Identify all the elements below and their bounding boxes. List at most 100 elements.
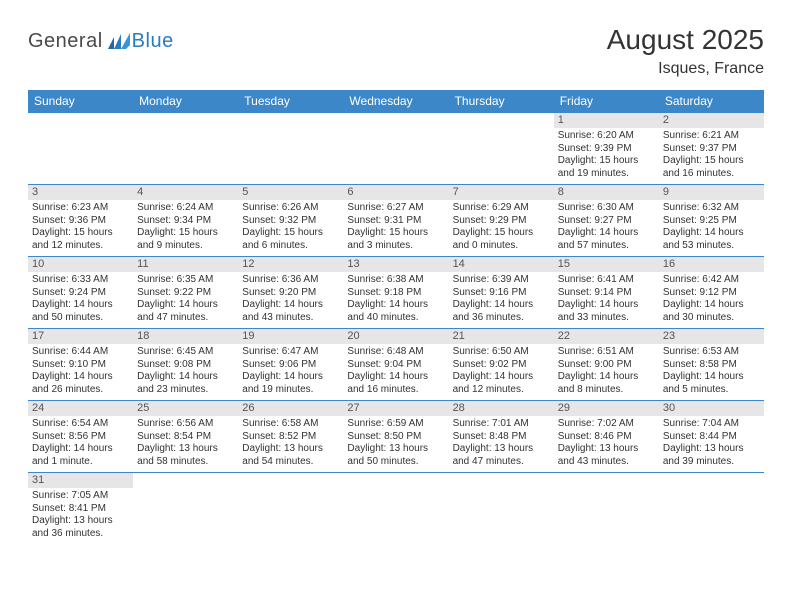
day-number: 5 xyxy=(238,185,343,200)
day-info-line: Sunrise: 6:39 AM xyxy=(453,274,550,287)
day-info-line: and 43 minutes. xyxy=(558,456,655,469)
day-info: Sunrise: 6:50 AMSunset: 9:02 PMDaylight:… xyxy=(453,346,550,396)
day-info: Sunrise: 7:02 AMSunset: 8:46 PMDaylight:… xyxy=(558,418,655,468)
day-info: Sunrise: 6:20 AMSunset: 9:39 PMDaylight:… xyxy=(558,130,655,180)
day-info-line: and 1 minute. xyxy=(32,456,129,469)
day-info-line: Sunrise: 6:56 AM xyxy=(137,418,234,431)
day-info-line: and 50 minutes. xyxy=(347,456,444,469)
calendar-cell xyxy=(554,473,659,545)
day-number: 26 xyxy=(238,401,343,416)
day-info-line: Sunset: 9:06 PM xyxy=(242,359,339,372)
calendar-cell: 1 Sunrise: 6:20 AMSunset: 9:39 PMDaylight… xyxy=(554,113,659,185)
calendar-cell: 28Sunrise: 7:01 AMSunset: 8:48 PMDayligh… xyxy=(449,401,554,473)
calendar-cell: 20Sunrise: 6:48 AMSunset: 9:04 PMDayligh… xyxy=(343,329,448,401)
calendar-cell xyxy=(133,113,238,185)
day-number: 4 xyxy=(133,185,238,200)
day-info-line: and 9 minutes. xyxy=(137,240,234,253)
day-info-line: and 43 minutes. xyxy=(242,312,339,325)
day-info-line: Sunset: 9:22 PM xyxy=(137,287,234,300)
day-info-line: Sunset: 9:10 PM xyxy=(32,359,129,372)
brand-part1: General xyxy=(28,30,103,53)
day-info-line: Sunrise: 6:47 AM xyxy=(242,346,339,359)
calendar-cell xyxy=(343,113,448,185)
day-number: 9 xyxy=(659,185,764,200)
calendar-cell xyxy=(238,113,343,185)
day-info-line: Sunset: 9:24 PM xyxy=(32,287,129,300)
calendar-cell: 4Sunrise: 6:24 AMSunset: 9:34 PMDaylight… xyxy=(133,185,238,257)
day-info-line: and 26 minutes. xyxy=(32,384,129,397)
weekday-header: Saturday xyxy=(659,90,764,113)
day-info-line: Sunrise: 7:01 AM xyxy=(453,418,550,431)
month-title: August 2025 xyxy=(607,24,764,56)
day-number: 21 xyxy=(449,329,554,344)
weekday-header: Wednesday xyxy=(343,90,448,113)
day-info: Sunrise: 6:21 AMSunset: 9:37 PMDaylight:… xyxy=(663,130,760,180)
day-info: Sunrise: 7:01 AMSunset: 8:48 PMDaylight:… xyxy=(453,418,550,468)
day-info-line: and 23 minutes. xyxy=(137,384,234,397)
day-info-line: Sunset: 9:04 PM xyxy=(347,359,444,372)
day-info-line: and 19 minutes. xyxy=(242,384,339,397)
day-info: Sunrise: 6:53 AMSunset: 8:58 PMDaylight:… xyxy=(663,346,760,396)
day-number: 20 xyxy=(343,329,448,344)
calendar-cell: 22Sunrise: 6:51 AMSunset: 9:00 PMDayligh… xyxy=(554,329,659,401)
day-info-line: Sunset: 9:14 PM xyxy=(558,287,655,300)
day-info-line: and 6 minutes. xyxy=(242,240,339,253)
day-info-line: Sunrise: 6:20 AM xyxy=(558,130,655,143)
day-info-line: Sunrise: 7:02 AM xyxy=(558,418,655,431)
calendar-cell xyxy=(133,473,238,545)
day-info: Sunrise: 7:04 AMSunset: 8:44 PMDaylight:… xyxy=(663,418,760,468)
calendar-cell xyxy=(28,113,133,185)
day-info-line: Daylight: 13 hours xyxy=(347,443,444,456)
calendar-row: 31Sunrise: 7:05 AMSunset: 8:41 PMDayligh… xyxy=(28,473,764,545)
day-info: Sunrise: 6:54 AMSunset: 8:56 PMDaylight:… xyxy=(32,418,129,468)
day-info-line: Sunset: 9:36 PM xyxy=(32,215,129,228)
day-info: Sunrise: 6:47 AMSunset: 9:06 PMDaylight:… xyxy=(242,346,339,396)
title-block: August 2025 Isques, France xyxy=(607,24,764,78)
day-info-line: Sunset: 9:02 PM xyxy=(453,359,550,372)
day-info: Sunrise: 6:44 AMSunset: 9:10 PMDaylight:… xyxy=(32,346,129,396)
calendar-body: 1 Sunrise: 6:20 AMSunset: 9:39 PMDaylight… xyxy=(28,113,764,545)
day-info-line: and 47 minutes. xyxy=(137,312,234,325)
day-info-line: and 57 minutes. xyxy=(558,240,655,253)
calendar-cell: 21 Sunrise: 6:50 AMSunset: 9:02 PMDayligh… xyxy=(449,329,554,401)
calendar-cell: 23 Sunrise: 6:53 AMSunset: 8:58 PMDayligh… xyxy=(659,329,764,401)
calendar-cell: 15Sunrise: 6:41 AMSunset: 9:14 PMDayligh… xyxy=(554,257,659,329)
day-number: 27 xyxy=(343,401,448,416)
day-info-line: Sunrise: 6:29 AM xyxy=(453,202,550,215)
day-info-line: Sunset: 8:46 PM xyxy=(558,431,655,444)
calendar-cell xyxy=(659,473,764,545)
day-number: 19 xyxy=(238,329,343,344)
calendar-row: 1 Sunrise: 6:20 AMSunset: 9:39 PMDaylight… xyxy=(28,113,764,185)
day-number: 30 xyxy=(659,401,764,416)
day-info-line: and 0 minutes. xyxy=(453,240,550,253)
day-number: 16 xyxy=(659,257,764,272)
day-info-line: Sunrise: 6:45 AM xyxy=(137,346,234,359)
calendar-cell: 27Sunrise: 6:59 AMSunset: 8:50 PMDayligh… xyxy=(343,401,448,473)
day-info-line: Daylight: 14 hours xyxy=(242,299,339,312)
day-info-line: and 54 minutes. xyxy=(242,456,339,469)
day-info-line: Sunset: 9:25 PM xyxy=(663,215,760,228)
day-number: 7 xyxy=(449,185,554,200)
day-strip-empty xyxy=(343,113,448,128)
calendar-cell: 19 Sunrise: 6:47 AMSunset: 9:06 PMDayligh… xyxy=(238,329,343,401)
day-info-line: Daylight: 14 hours xyxy=(347,299,444,312)
calendar-cell xyxy=(238,473,343,545)
day-info-line: Sunrise: 6:27 AM xyxy=(347,202,444,215)
day-info: Sunrise: 6:51 AMSunset: 9:00 PMDaylight:… xyxy=(558,346,655,396)
calendar-cell: 13Sunrise: 6:38 AMSunset: 9:18 PMDayligh… xyxy=(343,257,448,329)
day-number: 13 xyxy=(343,257,448,272)
day-info-line: Daylight: 14 hours xyxy=(663,371,760,384)
day-info-line: Daylight: 13 hours xyxy=(137,443,234,456)
day-info: Sunrise: 6:32 AMSunset: 9:25 PMDaylight:… xyxy=(663,202,760,252)
day-info-line: and 33 minutes. xyxy=(558,312,655,325)
day-info-line: Sunrise: 6:26 AM xyxy=(242,202,339,215)
day-info-line: Sunrise: 6:30 AM xyxy=(558,202,655,215)
day-info-line: Daylight: 14 hours xyxy=(663,227,760,240)
day-number: 1 xyxy=(554,113,659,128)
brand-part2: Blue xyxy=(132,30,174,53)
day-info-line: Sunrise: 7:05 AM xyxy=(32,490,129,503)
day-number: 31 xyxy=(28,473,133,488)
day-info-line: and 12 minutes. xyxy=(32,240,129,253)
calendar-cell: 8Sunrise: 6:30 AMSunset: 9:27 PMDaylight… xyxy=(554,185,659,257)
day-number: 23 xyxy=(659,329,764,344)
